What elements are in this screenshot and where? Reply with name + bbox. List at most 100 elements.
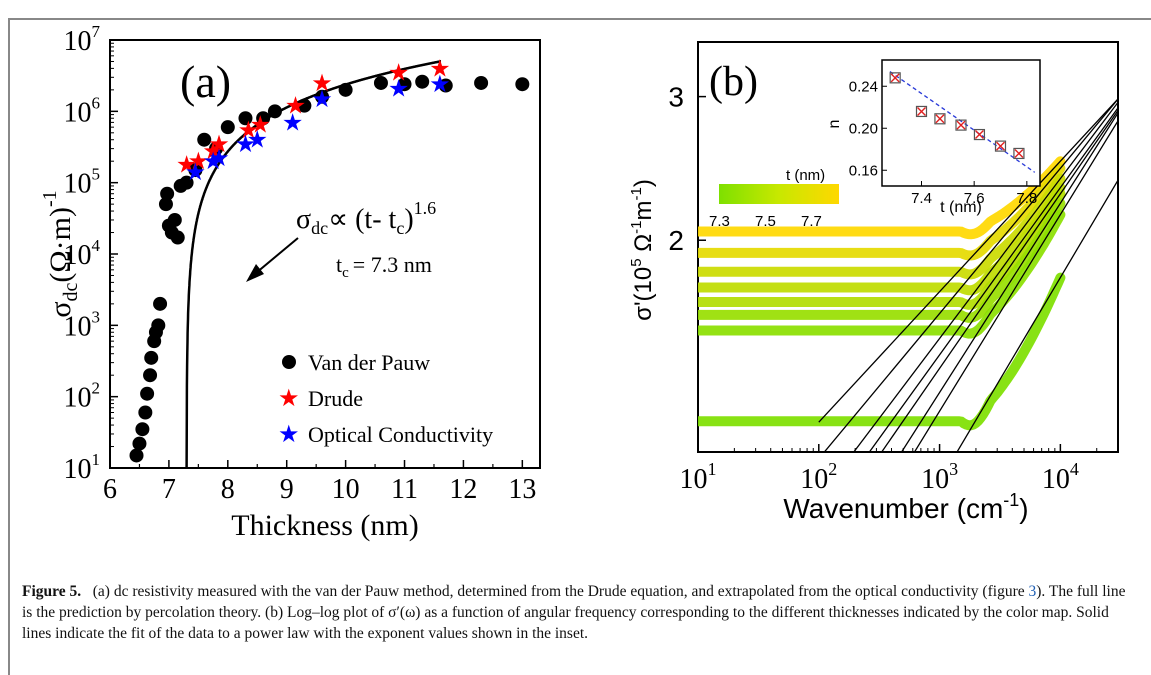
- inset-fit-line: [889, 71, 1036, 173]
- data-point-optical-conductivity: ★: [311, 87, 333, 113]
- legend-label-drude: Drude: [308, 386, 363, 411]
- power-law-fit-line: [852, 101, 1118, 452]
- formula-arrow-head: [246, 264, 264, 282]
- data-point-van-der-pauw: [515, 77, 530, 92]
- caption-text-1: (a) dc resistivity measured with the van…: [92, 583, 1029, 600]
- data-point-optical-conductivity: ★: [208, 146, 230, 172]
- power-law-fit-line: [900, 112, 1118, 452]
- data-point-optical-conductivity: ★: [235, 132, 257, 158]
- data-point-van-der-pauw: [415, 74, 430, 89]
- data-point-drude: ★: [388, 61, 410, 87]
- power-law-fit-line: [818, 98, 1118, 423]
- data-point-van-der-pauw: [209, 141, 224, 156]
- data-point-drude: ★: [202, 139, 224, 165]
- power-law-fit-line: [823, 98, 1118, 452]
- colorbar-tick-2: 7.5: [755, 213, 776, 230]
- colorbar: t (nm) 7.3 7.5 7.7: [709, 167, 839, 230]
- inset-point-square: [934, 113, 946, 125]
- data-point-van-der-pauw: [438, 78, 453, 93]
- inset-point-cross: [917, 106, 926, 116]
- inset-xtick-label: 7.4: [911, 190, 932, 207]
- panel-b-xtick-label: 103: [921, 459, 958, 495]
- data-point-van-der-pauw: [170, 230, 185, 245]
- inset-chart: 7.4 7.6 7.8 0.24 0.20 0.16 t (nm) n: [826, 59, 1041, 216]
- data-point-van-der-pauw: [144, 350, 159, 365]
- panel-b-xtick-label: 101: [680, 459, 717, 495]
- dispersion-curve: [698, 173, 1066, 280]
- dispersion-curve: [698, 163, 1066, 261]
- data-point-drude: ★: [188, 149, 210, 175]
- colorbar-tick-1: 7.3: [709, 213, 730, 230]
- data-point-van-der-pauw: [338, 82, 353, 97]
- colorbar-tick-3: 7.7: [801, 213, 822, 230]
- data-point-van-der-pauw: [167, 212, 182, 227]
- panel-a-xtick-label: 7: [162, 474, 176, 505]
- inset-point-square: [973, 128, 986, 141]
- panel-a-xtick-label: 8: [221, 474, 235, 505]
- data-point-drude: ★: [249, 113, 271, 139]
- panel-a-legend: Van der Pauw ★ Drude ★ Optical Conductiv…: [278, 350, 493, 448]
- panel-b-xtick-label: 102: [800, 459, 837, 495]
- power-law-fit-line: [868, 107, 1118, 452]
- legend-marker-drude: ★: [278, 386, 300, 412]
- dispersion-curve: [698, 209, 1066, 339]
- inset-ytick-label: 0.24: [849, 78, 878, 95]
- data-point-van-der-pauw: [158, 197, 173, 212]
- caption-text-2: ). The full line is the prediction by pe…: [22, 583, 1126, 642]
- panel-a-ytick-label: 103: [64, 307, 101, 342]
- power-law-fit-line: [956, 179, 1118, 452]
- dispersion-curve: [698, 188, 1066, 310]
- inset-xlabel: t (nm): [940, 199, 982, 216]
- data-point-van-der-pauw: [397, 77, 412, 92]
- caption-label: Figure 5.: [22, 583, 82, 600]
- panel-a-xtick-label: 10: [332, 474, 360, 505]
- panel-a-ytick-label: 105: [64, 165, 101, 200]
- inset-xtick-label: 7.8: [1016, 190, 1037, 207]
- data-point-van-der-pauw: [140, 386, 155, 401]
- data-point-optical-conductivity: ★: [429, 72, 451, 98]
- inset-ylabel: n: [826, 120, 843, 129]
- dispersion-curve: [698, 272, 1066, 431]
- panel-a-xtick-label: 13: [508, 474, 536, 505]
- data-point-van-der-pauw: [143, 368, 158, 383]
- data-point-van-der-pauw: [220, 120, 235, 135]
- data-point-van-der-pauw: [179, 175, 194, 190]
- power-law-fit-line: [913, 120, 1118, 452]
- dispersion-curve: [698, 198, 1066, 323]
- caption-figure-ref[interactable]: 3: [1028, 583, 1037, 600]
- data-point-van-der-pauw: [197, 132, 212, 147]
- panel-a-xtick-label: 9: [280, 474, 294, 505]
- data-point-van-der-pauw: [256, 111, 271, 126]
- legend-label-van-der-pauw: Van der Pauw: [308, 350, 430, 375]
- tc-label: tc = 7.3 nm: [336, 252, 432, 281]
- data-point-van-der-pauw: [474, 75, 489, 90]
- data-point-van-der-pauw: [151, 318, 166, 333]
- data-point-optical-conductivity: ★: [282, 110, 304, 136]
- data-point-van-der-pauw: [160, 186, 175, 201]
- data-point-van-der-pauw: [238, 111, 253, 126]
- panel-a-ytick-label: 107: [64, 22, 101, 57]
- panel-a-xtick-label: 11: [391, 474, 418, 505]
- inset-ytick-label: 0.20: [849, 120, 878, 137]
- panel-a-label: (a): [180, 56, 231, 107]
- inset-point-cross: [974, 130, 984, 140]
- panel-a-ytick-label: 106: [64, 93, 101, 128]
- data-point-van-der-pauw: [188, 163, 203, 178]
- panel-a-xlabel: Thickness (nm): [231, 509, 418, 542]
- inset-point-cross: [1014, 148, 1024, 158]
- panel-a-xtick-label: 6: [103, 474, 117, 505]
- inset-point-cross: [890, 73, 900, 83]
- data-point-drude: ★: [176, 152, 198, 178]
- inset-point-square: [915, 105, 928, 118]
- formula-text: σdc∝ (t- tc)1.6: [296, 198, 436, 238]
- panel-a-ytick-label: 101: [64, 450, 101, 485]
- data-point-drude: ★: [208, 132, 230, 158]
- inset-point-cross: [996, 141, 1005, 151]
- data-point-van-der-pauw: [153, 296, 168, 311]
- data-point-van-der-pauw: [132, 436, 147, 451]
- data-point-drude: ★: [311, 71, 333, 97]
- data-point-van-der-pauw: [297, 98, 312, 113]
- data-point-van-der-pauw: [315, 89, 330, 104]
- panel-b-chart: 101 102 103 104 3 2 (b) t (nm) 7.3 7.5 7.7 7.…: [628, 41, 1119, 524]
